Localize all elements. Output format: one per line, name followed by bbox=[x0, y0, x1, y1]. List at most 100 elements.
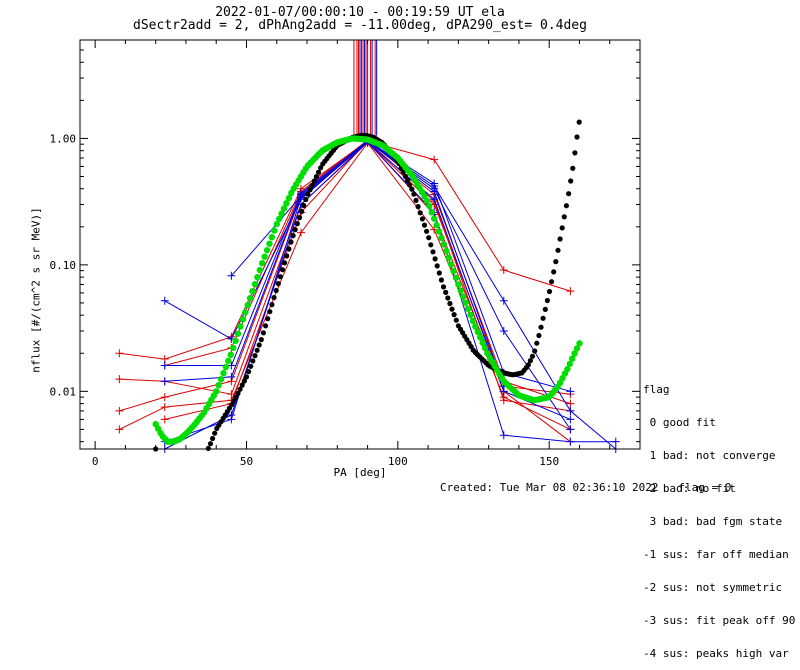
fit-point bbox=[239, 316, 247, 323]
data-point bbox=[160, 415, 169, 424]
data-point bbox=[115, 425, 124, 434]
fit-point bbox=[256, 342, 262, 348]
fit-point bbox=[296, 215, 303, 221]
fit-point bbox=[440, 241, 447, 248]
fit-point bbox=[467, 311, 474, 319]
footer: Created: Tue Mar 08 02:36:10 2022 flag =… bbox=[440, 481, 731, 494]
fit-point bbox=[239, 382, 245, 388]
fit-point bbox=[440, 284, 447, 290]
fit-point bbox=[285, 194, 293, 202]
fit-point bbox=[464, 305, 472, 312]
fit-point bbox=[259, 260, 266, 267]
data-point bbox=[499, 327, 508, 336]
data-point bbox=[227, 271, 236, 280]
fit-point bbox=[433, 221, 440, 229]
fit-point bbox=[451, 312, 457, 318]
footer-flag: flag = 0 bbox=[678, 481, 732, 494]
fit-point bbox=[573, 345, 581, 352]
fit-point bbox=[555, 247, 561, 253]
data-point bbox=[160, 393, 169, 402]
fit-point bbox=[443, 247, 450, 255]
fit-point bbox=[474, 328, 481, 336]
fit-point bbox=[436, 270, 442, 276]
fit-point bbox=[273, 220, 280, 228]
fit-point bbox=[286, 246, 292, 252]
fit-point bbox=[434, 263, 440, 269]
fit-point bbox=[404, 178, 411, 184]
fit-point bbox=[423, 197, 431, 204]
fit-point bbox=[561, 214, 567, 220]
fit-point bbox=[484, 350, 491, 357]
fit-point bbox=[252, 353, 258, 359]
fit-point bbox=[424, 228, 430, 234]
fit-point bbox=[299, 208, 305, 215]
fit-point bbox=[254, 347, 260, 353]
data-point bbox=[115, 406, 124, 415]
fit-point bbox=[568, 178, 574, 184]
fit-point bbox=[234, 330, 242, 337]
fit-point bbox=[538, 324, 544, 330]
fit-point bbox=[283, 200, 290, 207]
fit-point bbox=[241, 378, 247, 384]
data-point bbox=[499, 396, 508, 405]
measured-series bbox=[115, 136, 620, 453]
plot-frame bbox=[79, 39, 641, 450]
fit-point bbox=[551, 269, 557, 275]
fit-point bbox=[268, 234, 276, 241]
fit-point bbox=[557, 236, 563, 242]
fit-point bbox=[564, 365, 571, 373]
fit-point bbox=[305, 191, 311, 197]
fit-point bbox=[315, 169, 322, 175]
fit-point bbox=[290, 233, 296, 239]
created-timestamp: Created: Tue Mar 08 02:36:10 2022 bbox=[440, 481, 659, 494]
fit-point bbox=[450, 267, 457, 275]
fit-point bbox=[284, 253, 290, 259]
fit-point bbox=[263, 323, 269, 329]
fit-point bbox=[212, 430, 218, 436]
fit-point bbox=[566, 191, 572, 197]
data-point bbox=[296, 189, 305, 198]
fit-point bbox=[220, 369, 227, 377]
fit-point bbox=[569, 355, 576, 362]
data-point bbox=[115, 375, 124, 384]
data-point bbox=[160, 361, 169, 370]
x-tick-label: 100 bbox=[388, 455, 408, 468]
fit-point bbox=[249, 288, 256, 295]
fit-point bbox=[207, 441, 214, 447]
fit-point bbox=[529, 353, 536, 359]
fit-point bbox=[277, 274, 283, 280]
fit-point bbox=[544, 297, 551, 304]
fit-point bbox=[571, 350, 578, 357]
fit-point bbox=[527, 358, 534, 364]
data-point bbox=[611, 437, 620, 446]
fit-point bbox=[576, 119, 582, 125]
fit-point bbox=[572, 150, 578, 156]
y-tick-label: 1.00 bbox=[50, 132, 77, 145]
fit-point bbox=[307, 187, 313, 193]
fit-point bbox=[432, 256, 438, 262]
fit-point bbox=[549, 279, 555, 285]
fit-point bbox=[472, 323, 479, 330]
fit-point bbox=[246, 369, 252, 375]
fit-point bbox=[265, 316, 271, 322]
fit-point bbox=[540, 315, 546, 321]
x-axis-label: PA [deg] bbox=[333, 466, 387, 479]
data-point bbox=[566, 399, 575, 408]
fit-point bbox=[261, 253, 268, 260]
fit-point bbox=[570, 165, 576, 171]
fit-point bbox=[263, 247, 271, 254]
data-point bbox=[499, 431, 508, 440]
peak-lines bbox=[353, 40, 378, 136]
fit-curves bbox=[152, 119, 583, 452]
fit-point bbox=[288, 239, 294, 245]
series-line bbox=[164, 140, 505, 387]
fit-point bbox=[250, 358, 256, 364]
legend-entry: -4 sus: peaks high var bbox=[643, 647, 789, 660]
fit-point bbox=[431, 215, 438, 222]
fit-point bbox=[294, 221, 300, 227]
fit-point bbox=[419, 216, 425, 222]
fit-point bbox=[553, 259, 559, 265]
fit-point bbox=[447, 300, 453, 307]
fit-point bbox=[453, 317, 459, 323]
series-line bbox=[164, 141, 571, 450]
